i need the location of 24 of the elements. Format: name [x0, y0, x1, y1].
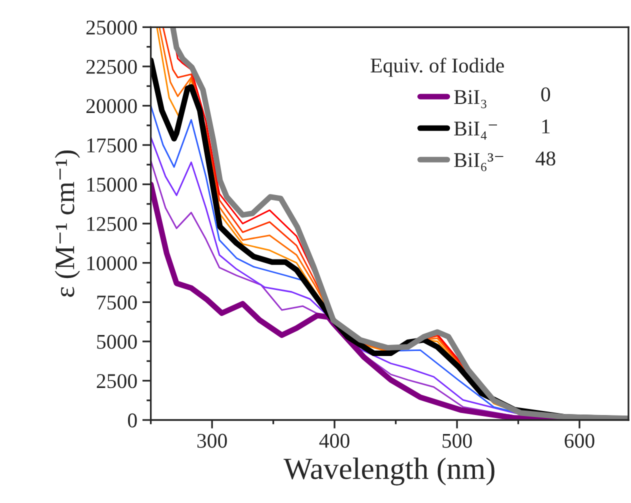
y-tick-label: 10000 — [87, 256, 137, 270]
legend-label: BiI₃ — [454, 90, 486, 108]
x-tick-label: 600 — [564, 434, 594, 448]
y-tick-label: 25000 — [86, 20, 137, 35]
x-tick-label: 300 — [197, 434, 227, 448]
y-tick-label: 20000 — [86, 99, 137, 114]
y-tick-label: 22500 — [86, 60, 137, 74]
legend-title: Equiv. of Iodide — [370, 58, 504, 77]
y-tick-label: 2500 — [96, 374, 137, 388]
y-axis-title: ε (M⁻¹ cm⁻¹) — [54, 150, 80, 297]
x-tick-label: 400 — [319, 434, 350, 448]
y-tick-label: 7500 — [97, 296, 137, 310]
legend-label: BiI₄⁻ — [454, 122, 497, 140]
legend-label: BiI₆³⁻ — [454, 153, 504, 172]
y-tick-label: 15000 — [87, 178, 137, 192]
annotation: 0 — [541, 87, 550, 102]
y-tick-label: 17500 — [87, 138, 137, 152]
y-tick-label: 5000 — [97, 334, 137, 349]
x-tick-label: 500 — [442, 434, 472, 448]
annotation: 48 — [536, 151, 556, 166]
x-axis-title: Wavelength (nm) — [284, 458, 494, 486]
annotation: 1 — [542, 120, 550, 134]
y-tick-label: 12500 — [87, 216, 137, 232]
y-tick-label: 0 — [128, 413, 137, 428]
